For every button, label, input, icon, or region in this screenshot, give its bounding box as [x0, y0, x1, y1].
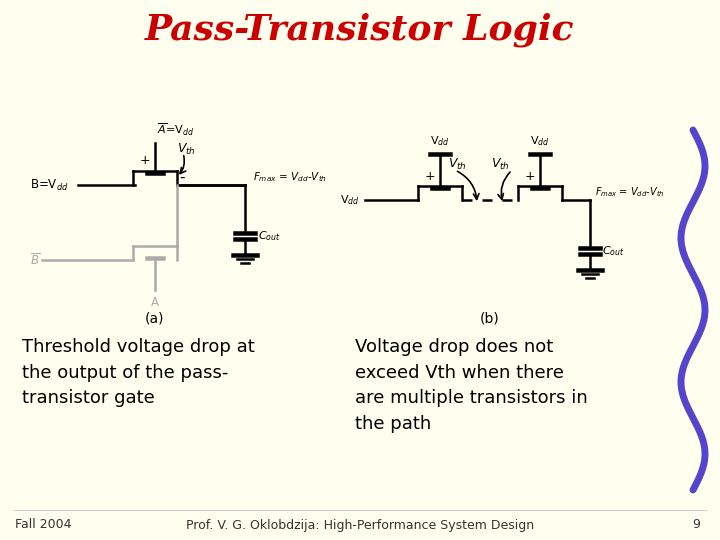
Text: V$_{dd}$: V$_{dd}$ — [430, 134, 450, 148]
Text: $V_{th}$: $V_{th}$ — [177, 141, 196, 157]
Text: (a): (a) — [145, 311, 165, 325]
Text: $V_{th}$: $V_{th}$ — [491, 157, 510, 172]
Text: $C_{out}$: $C_{out}$ — [602, 244, 625, 258]
Text: V$_{dd}$: V$_{dd}$ — [530, 134, 550, 148]
Text: +: + — [425, 170, 436, 183]
Text: Pass-Transistor Logic: Pass-Transistor Logic — [145, 13, 575, 47]
Text: Fall 2004: Fall 2004 — [15, 518, 71, 531]
Text: $F_{max}$ = V$_{dd}$-V$_{th}$: $F_{max}$ = V$_{dd}$-V$_{th}$ — [253, 170, 327, 184]
Text: A: A — [151, 296, 159, 309]
Text: $F_{max}$ = V$_{dd}$-V$_{th}$: $F_{max}$ = V$_{dd}$-V$_{th}$ — [595, 185, 665, 199]
Text: $\overline{B}$: $\overline{B}$ — [30, 252, 40, 268]
Text: 9: 9 — [692, 518, 700, 531]
Text: V$_{dd}$: V$_{dd}$ — [341, 193, 360, 207]
Text: $C_{out}$: $C_{out}$ — [258, 229, 281, 243]
Text: Prof. V. G. Oklobdzija: High-Performance System Design: Prof. V. G. Oklobdzija: High-Performance… — [186, 518, 534, 531]
Text: (b): (b) — [480, 311, 500, 325]
Text: Voltage drop does not
exceed Vth when there
are multiple transistors in
the path: Voltage drop does not exceed Vth when th… — [355, 338, 588, 433]
Text: $\overline{A}$=V$_{dd}$: $\overline{A}$=V$_{dd}$ — [157, 122, 194, 138]
Text: B=V$_{dd}$: B=V$_{dd}$ — [30, 178, 68, 193]
Text: Threshold voltage drop at
the output of the pass-
transistor gate: Threshold voltage drop at the output of … — [22, 338, 255, 407]
Text: $V_{th}$: $V_{th}$ — [448, 157, 467, 172]
Text: +: + — [140, 154, 150, 167]
Text: -: - — [179, 170, 184, 185]
Text: +: + — [525, 170, 535, 183]
